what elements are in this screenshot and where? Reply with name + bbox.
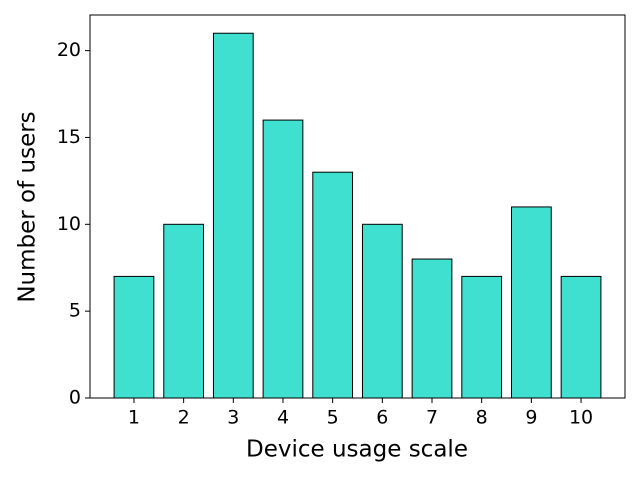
x-tick-label: 1: [128, 407, 140, 429]
bar: [361, 223, 403, 399]
x-tick-label: 7: [426, 407, 438, 429]
y-tick-label: 15: [57, 126, 81, 148]
x-axis-label: Device usage scale: [246, 437, 468, 463]
x-tick-label: 3: [227, 407, 239, 429]
bar: [461, 275, 503, 399]
bar: [510, 206, 552, 399]
y-tick-label: 10: [57, 213, 81, 235]
x-tick-label: 6: [376, 407, 388, 429]
bar: [113, 275, 155, 399]
x-tick-label: 2: [178, 407, 190, 429]
bar: [262, 119, 304, 399]
x-tick-label: 4: [277, 407, 289, 429]
bar: [411, 258, 453, 399]
y-axis-label: Number of users: [15, 111, 41, 302]
y-tick-label: 0: [69, 387, 81, 409]
bar: [212, 32, 254, 399]
y-tick-label: 5: [69, 300, 81, 322]
y-tick-label: 20: [57, 39, 81, 61]
x-tick-label: 9: [525, 407, 537, 429]
x-tick-label: 8: [476, 407, 488, 429]
x-tick-label: 5: [327, 407, 339, 429]
x-tick-label: 10: [569, 407, 593, 429]
bar: [560, 275, 602, 399]
bar: [312, 171, 354, 399]
bar: [163, 223, 205, 399]
plot-frame: [89, 14, 626, 399]
